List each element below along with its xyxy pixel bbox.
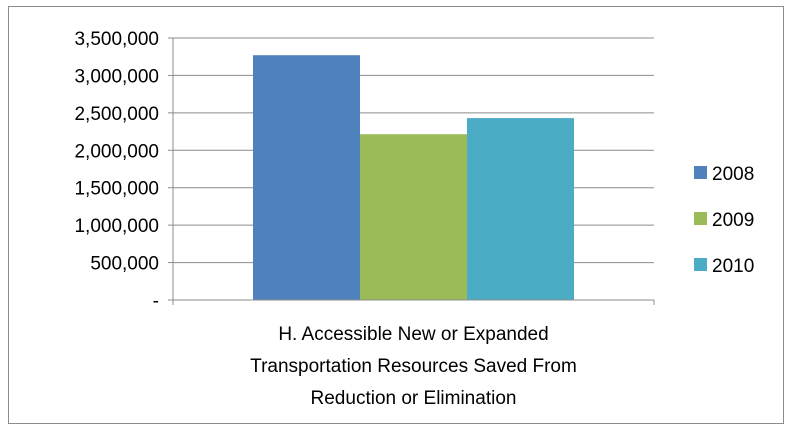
bar-2010 (467, 118, 574, 301)
bar-2009 (360, 134, 467, 300)
legend-swatch-2009 (694, 212, 707, 225)
legend-label: 2008 (712, 164, 754, 185)
y-tick-label: 1,500,000 (74, 179, 159, 200)
category-label-line: H. Accessible New or Expanded (278, 324, 548, 345)
y-tick-label: 500,000 (90, 254, 159, 275)
y-tick-label: 3,500,000 (74, 29, 159, 50)
bars (253, 55, 574, 301)
y-axis-ticks: - 500,000 1,000,000 1,500,000 2,000,000 2,500… (74, 29, 159, 312)
legend-label: 2010 (712, 256, 754, 277)
bar-2008 (253, 55, 360, 300)
y-tick-label: 2,000,000 (74, 141, 159, 162)
y-tick-label: 2,500,000 (74, 104, 159, 125)
y-tick-label: 1,000,000 (74, 216, 159, 237)
legend-swatch-2010 (694, 258, 707, 271)
category-label: H. Accessible New or Expanded Transportat… (250, 324, 577, 409)
y-tick-label: 3,000,000 (74, 66, 159, 87)
legend-swatch-2008 (694, 166, 707, 179)
category-label-line: Transportation Resources Saved From (250, 356, 577, 377)
axes (168, 37, 655, 305)
legend: 2008 2009 2010 (694, 164, 754, 277)
y-tick-label: - (153, 291, 159, 312)
category-label-line: Reduction or Elimination (311, 388, 517, 409)
legend-label: 2009 (712, 210, 754, 231)
